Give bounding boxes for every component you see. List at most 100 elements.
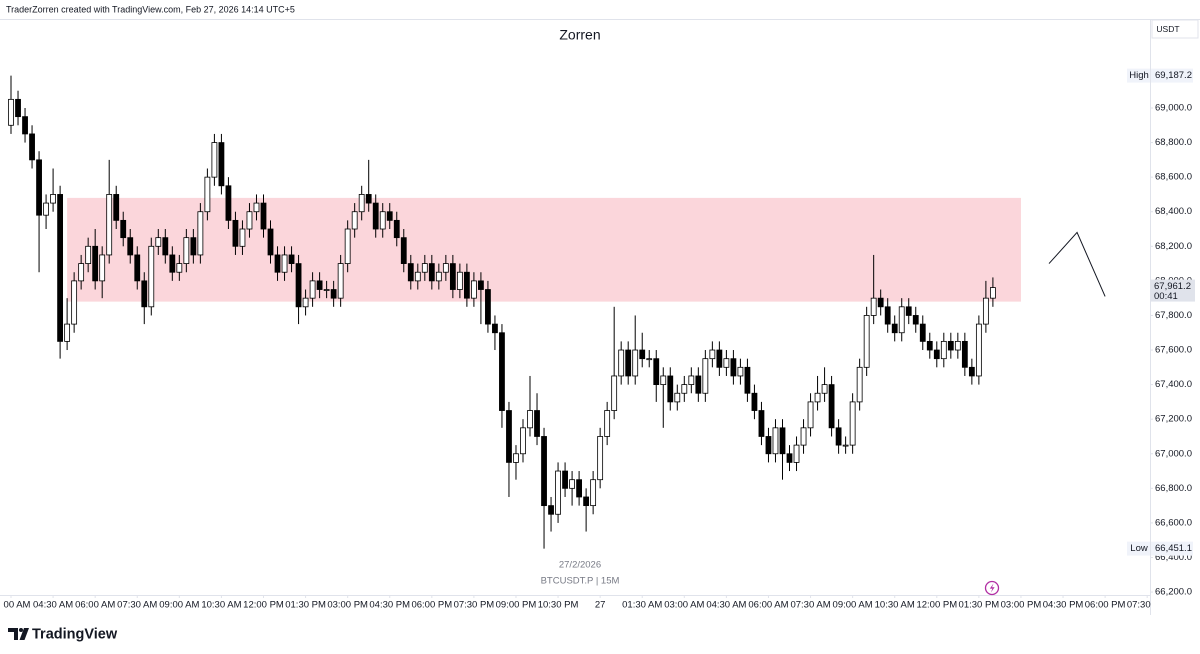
x-tick-label: 09:00 AM	[833, 600, 873, 611]
x-tick-label: 04:30 PM	[1043, 600, 1084, 611]
last-price-box	[1151, 279, 1195, 302]
candle-body	[989, 287, 996, 299]
candle-body	[961, 340, 968, 368]
candle-body	[351, 211, 358, 230]
high-marker-value: 69,187.2	[1155, 70, 1192, 81]
low-marker-value: 66,451.1	[1155, 543, 1192, 554]
x-tick-label: 07:30 AM	[117, 600, 157, 611]
candle-body	[471, 280, 477, 299]
candle-body	[716, 349, 723, 368]
candle-body	[975, 323, 982, 377]
candle-body	[267, 228, 274, 256]
candle-body	[583, 496, 590, 507]
candle-body	[947, 340, 954, 351]
candle-body	[330, 289, 337, 299]
candle-body	[232, 219, 239, 247]
candle-body	[393, 219, 400, 239]
logo	[8, 628, 29, 640]
candle-body	[562, 470, 568, 489]
y-tick-label: 66,400.0	[1155, 552, 1192, 563]
zone	[67, 197, 1021, 302]
candle-body	[127, 237, 134, 256]
x-tick-label: 01:30 AM	[622, 600, 662, 611]
x-tick-label: 09:00 AM	[159, 600, 199, 611]
footer-brand: TradingView	[32, 626, 118, 642]
countdown: 00:41	[1154, 291, 1178, 302]
candle-body	[316, 280, 323, 290]
candle-body	[372, 202, 379, 230]
candle-body	[134, 254, 141, 282]
x-tick-label: 06:00 PM	[1085, 600, 1126, 611]
candle-body	[421, 263, 428, 273]
candle-body	[211, 142, 218, 178]
candle-body	[590, 479, 597, 507]
candle-body	[442, 263, 449, 273]
x-tick-label: 27	[595, 600, 606, 611]
candle-body	[120, 219, 127, 239]
candle-body	[723, 358, 730, 368]
candle-body	[169, 254, 176, 273]
x-tick-label: 06:00 PM	[411, 600, 452, 611]
candle-body	[309, 280, 316, 299]
candle-body	[428, 263, 435, 282]
candle-body	[57, 194, 64, 342]
candle-body	[246, 211, 253, 230]
candle-body	[449, 263, 456, 290]
candle-body	[344, 228, 351, 264]
candle-body	[50, 194, 56, 204]
candle-body	[400, 237, 407, 264]
candle-body	[78, 263, 85, 282]
candle-body	[71, 280, 78, 325]
candle-body	[162, 237, 169, 256]
candle-body	[260, 202, 267, 230]
candle-body	[702, 358, 709, 394]
candle-body	[891, 323, 898, 334]
x-tick-label: 04:30 AM	[33, 600, 73, 611]
x-tick-label: 07:30 AM	[790, 600, 830, 611]
candle-body	[456, 271, 463, 290]
candle-body	[632, 349, 639, 377]
candle-body	[478, 280, 484, 290]
candle-body	[758, 410, 765, 437]
candle-body	[358, 194, 365, 213]
x-tick-label: 03:00 PM	[1001, 600, 1042, 611]
candle-body	[64, 323, 71, 342]
candle-body	[99, 254, 106, 282]
candle-body	[386, 211, 393, 221]
candle-body	[527, 410, 533, 429]
candle-body	[176, 263, 183, 273]
currency-box	[1151, 19, 1199, 39]
candle-body	[492, 323, 498, 334]
candle-body	[576, 479, 583, 498]
y-tick-label: 69,000.0	[1155, 103, 1192, 114]
y-tick-label: 67,000.0	[1155, 448, 1192, 459]
candle-body	[793, 444, 800, 463]
candle-body	[709, 349, 716, 360]
candle-body	[933, 349, 940, 360]
x-tick-label: 07:30 PM	[454, 600, 495, 611]
low-marker-value-box	[1151, 541, 1193, 556]
candle-body	[190, 237, 197, 256]
candle-body	[92, 245, 99, 282]
candle-body	[863, 315, 870, 368]
candle-body	[541, 436, 547, 507]
x-tick-label: 10:30 PM	[538, 600, 579, 611]
candle-body	[239, 228, 246, 247]
x-tick-label: 03:00 AM	[664, 600, 704, 611]
axis-corner	[1151, 596, 1200, 615]
x-tick-label: 10:30 AM	[201, 600, 241, 611]
candle-body	[730, 358, 737, 377]
candle-body	[379, 211, 386, 230]
x-tick-label: 03:00 PM	[327, 600, 368, 611]
low-marker-tag	[1127, 541, 1150, 556]
candle-body	[898, 306, 905, 334]
candle-body	[856, 366, 863, 403]
candle-body	[365, 194, 372, 204]
candle-body	[772, 427, 779, 455]
candle-body	[499, 332, 505, 411]
candle-body	[744, 366, 751, 394]
candle-body	[435, 271, 442, 282]
